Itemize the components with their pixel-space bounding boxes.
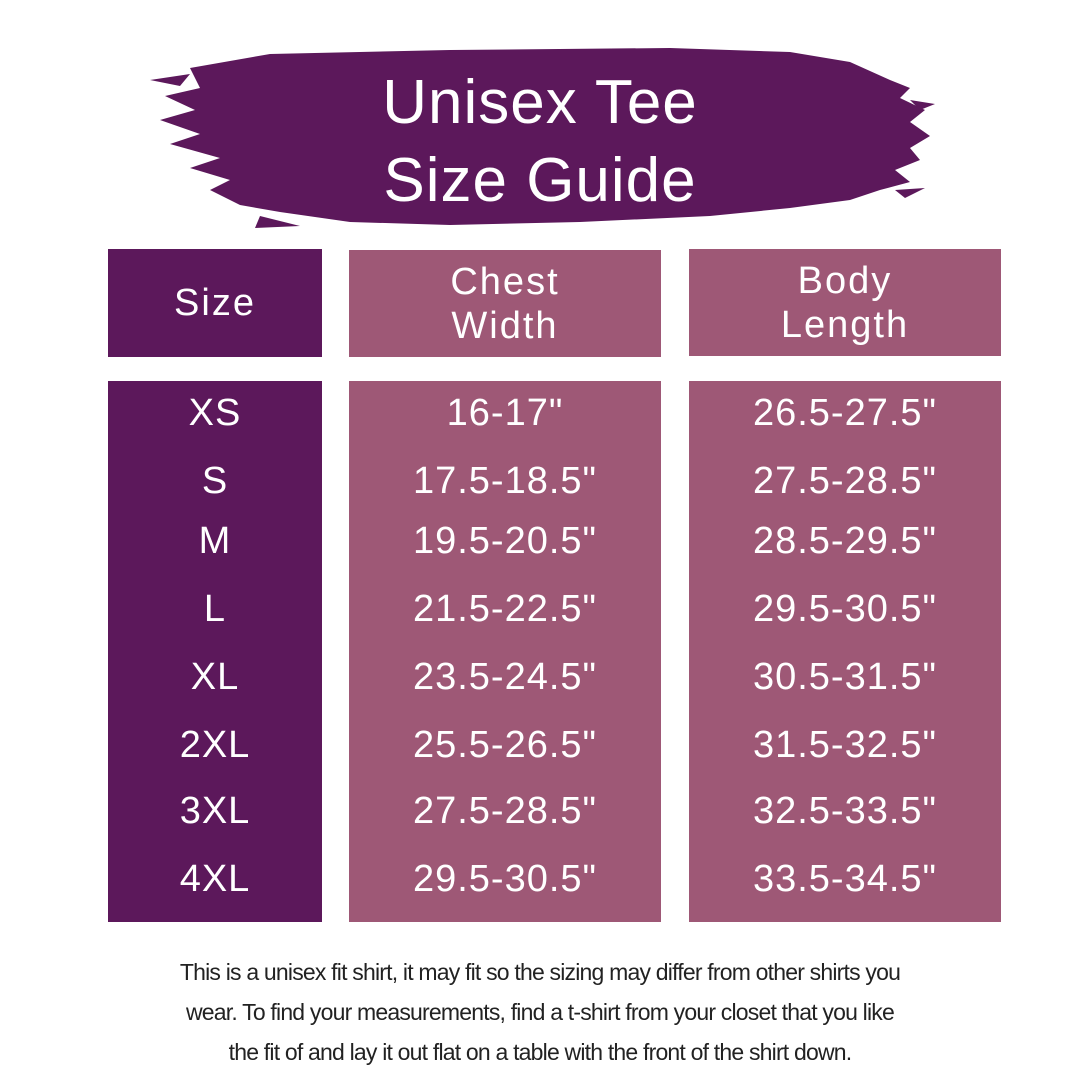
- size-cell: XS: [188, 392, 242, 434]
- size-column: XS S M L XL 2XL 3XL 4XL: [108, 381, 322, 922]
- chest-width-cell: 19.5-20.5": [412, 520, 598, 562]
- body-length-cell: 30.5-31.5": [752, 656, 938, 698]
- body-length-cell: 27.5-28.5": [752, 460, 938, 502]
- chest-width-cell: 16-17": [446, 392, 564, 434]
- size-cell: S: [201, 460, 229, 502]
- chest-width-cell: 29.5-30.5": [412, 858, 598, 900]
- body-length-cell: 31.5-32.5": [752, 724, 938, 766]
- brush-stroke-banner: [150, 48, 935, 228]
- chest-width-cell: 27.5-28.5": [412, 790, 598, 832]
- chest-width-cell: 25.5-26.5": [412, 724, 598, 766]
- size-cell: 2XL: [179, 724, 251, 766]
- header-body-length: Body Length: [689, 249, 1001, 356]
- title-line-1: Unisex Tee: [382, 68, 698, 137]
- size-cell: 3XL: [179, 790, 251, 832]
- body-length-cell: 29.5-30.5": [752, 588, 938, 630]
- header-size: Size: [108, 249, 322, 357]
- body-length-cell: 28.5-29.5": [752, 520, 938, 562]
- chest-width-cell: 23.5-24.5": [412, 656, 598, 698]
- chest-width-cell: 21.5-22.5": [412, 588, 598, 630]
- body-length-cell: 26.5-27.5": [752, 392, 938, 434]
- chest-width-column: 16-17" 17.5-18.5" 19.5-20.5" 21.5-22.5" 23.5…: [349, 381, 661, 922]
- title-line-2: Size Guide: [383, 146, 697, 215]
- footer-line-2: wear. To find your measurements, find a …: [185, 999, 895, 1025]
- body-length-column: 26.5-27.5" 27.5-28.5" 28.5-29.5" 29.5-30.5"…: [689, 381, 1001, 922]
- footer-line-1: This is a unisex fit shirt, it may fit s…: [179, 959, 901, 985]
- chest-width-cell: 17.5-18.5": [412, 460, 598, 502]
- size-cell: XL: [190, 656, 240, 698]
- size-cell: L: [203, 588, 227, 630]
- footer-note: This is a unisex fit shirt, it may fit s…: [60, 952, 1020, 1072]
- header-chest-width: Chest Width: [349, 250, 661, 357]
- footer-line-3: the fit of and lay it out flat on a tabl…: [228, 1039, 853, 1065]
- size-cell: M: [198, 520, 232, 562]
- body-length-cell: 32.5-33.5": [752, 790, 938, 832]
- body-length-cell: 33.5-34.5": [752, 858, 938, 900]
- size-cell: 4XL: [179, 858, 251, 900]
